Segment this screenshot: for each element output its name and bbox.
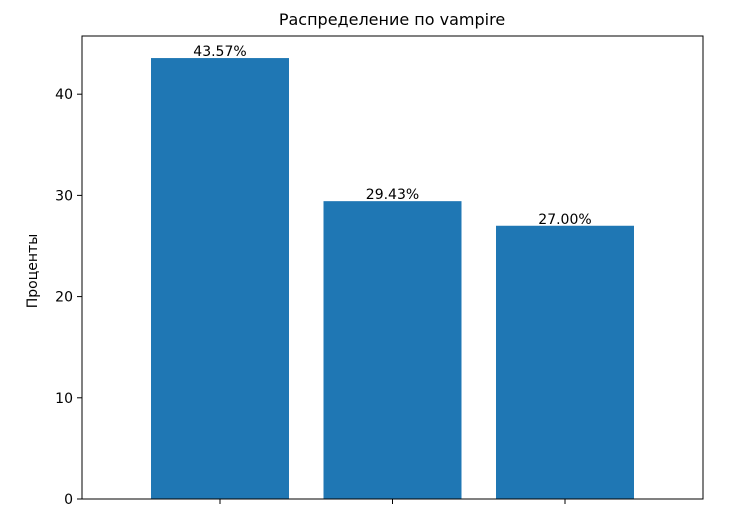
bars-layer [151,58,634,500]
y-tick-label-1: 10 [55,391,73,407]
data-label-2: 27.00% [538,212,591,228]
bar-0 [151,58,289,500]
plot-frame [81,35,704,500]
chart-title: Распределение по vampire [279,10,505,29]
bar-2 [496,225,634,500]
y-tick-label-4: 40 [55,87,73,103]
y-tick-label-3: 30 [55,188,73,204]
y-tick-label-0: 0 [64,492,73,508]
bar-1 [323,201,462,499]
data-labels-layer: 43.57% 29.43% 27.00% [193,44,591,228]
data-label-1: 29.43% [366,187,419,203]
x-axis [219,499,566,504]
y-tick-label-2: 20 [55,290,73,306]
y-axis: 0 10 20 30 40 [55,87,82,508]
data-label-0: 43.57% [193,44,246,60]
y-axis-label: Проценты [25,234,41,308]
